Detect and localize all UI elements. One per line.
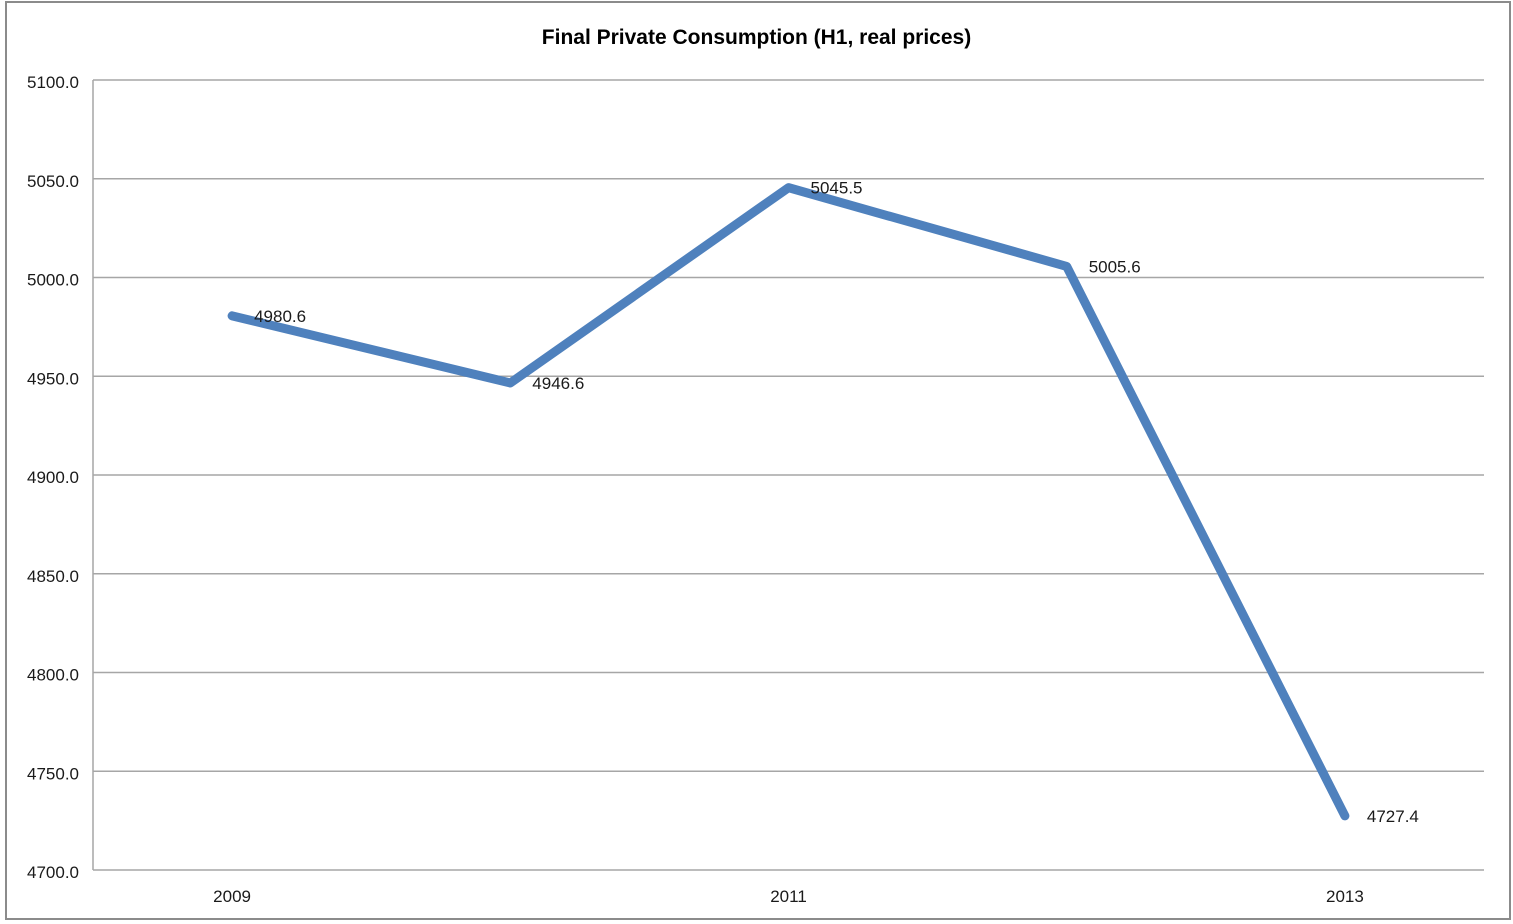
y-axis-tick-label: 5000.0	[27, 271, 79, 290]
data-label: 4727.4	[1367, 807, 1419, 826]
data-label: 4980.6	[254, 307, 306, 326]
y-axis-tick-label: 4700.0	[27, 863, 79, 882]
data-label: 4946.6	[532, 374, 584, 393]
data-series-line	[227, 183, 1350, 821]
data-label: 5045.5	[811, 179, 863, 198]
x-axis-tick-label: 2013	[1326, 887, 1364, 906]
chart-title: Final Private Consumption (H1, real pric…	[541, 26, 972, 49]
y-axis-tick-label: 4900.0	[27, 468, 79, 487]
x-axis-tick-label: 2011	[770, 887, 807, 906]
y-axis-tick-label: 5050.0	[27, 172, 79, 191]
y-axis-tick-label: 4750.0	[27, 764, 79, 783]
y-axis-tick-label: 4800.0	[27, 666, 79, 685]
x-axis-tick-label: 2009	[213, 887, 251, 906]
data-label: 5005.6	[1089, 257, 1141, 276]
y-axis-tick-label: 4850.0	[27, 567, 79, 586]
y-axis-tick-label: 4950.0	[27, 369, 79, 388]
y-axis-tick-label: 5100.0	[27, 73, 79, 92]
